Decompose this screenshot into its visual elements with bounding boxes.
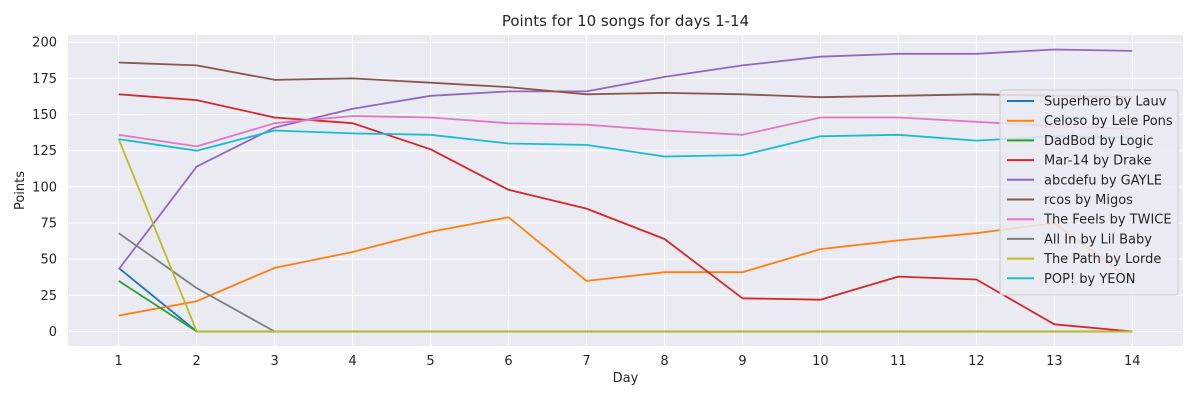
y-tick-label: 50 (40, 253, 57, 268)
y-tick-label: 75 (40, 217, 57, 232)
x-tick-label: 3 (270, 354, 278, 369)
plot-area (68, 35, 1183, 346)
x-tick-label: 2 (193, 354, 201, 369)
x-tick-label: 1 (115, 354, 123, 369)
x-tick-label: 6 (504, 354, 512, 369)
x-tick-label: 10 (812, 354, 829, 369)
y-axis-label: Points (13, 171, 28, 210)
x-tick-label: 5 (426, 354, 434, 369)
x-tick-label: 9 (738, 354, 746, 369)
series-line-1 (118, 216, 1133, 317)
y-tick-label: 25 (40, 289, 57, 304)
series-line-6 (118, 115, 1133, 148)
series-line-8 (117, 138, 1133, 333)
legend-entry: The Feels by TWICE (1043, 213, 1172, 228)
series-line-3 (118, 93, 1133, 333)
y-tick-label: 175 (32, 72, 57, 87)
legend-box (999, 89, 1179, 296)
legend-entry: Celoso by Lele Pons (1044, 114, 1173, 129)
x-axis-label: Day (613, 371, 639, 386)
legend-entry: POP! by YEON (1044, 272, 1135, 287)
series-line-5 (118, 61, 1133, 99)
x-tick-label: 7 (582, 354, 590, 369)
legend-entry: The Path by Lorde (1043, 252, 1161, 267)
x-tick-label: 11 (890, 354, 907, 369)
tick-labels: 1 2 3 4 5 6 7 8 9 10 11 12 13 14025507510012515017520… (32, 36, 1140, 369)
y-tick-label: 200 (32, 36, 57, 51)
legend-entry: Superhero by Lauv (1044, 95, 1167, 110)
y-tick-label: 150 (32, 108, 57, 123)
y-tick-label: 100 (32, 180, 57, 195)
y-tick-label: 0 (49, 325, 57, 340)
legend-entry: DadBod by Logic (1044, 134, 1154, 149)
x-tick-label: 13 (1046, 354, 1063, 369)
series-layer (117, 48, 1133, 333)
chart-title: Points for 10 songs for days 1-14 (502, 12, 749, 30)
x-tick-label: 12 (968, 354, 985, 369)
legend-entry: abcdefu by GAYLE (1044, 173, 1162, 188)
x-tick-label: 4 (348, 354, 356, 369)
legend-entry: All In by Lil Baby (1044, 232, 1152, 247)
legend-entry: Mar-14 by Drake (1044, 154, 1152, 169)
series-line-4 (117, 48, 1133, 270)
y-tick-label: 125 (32, 144, 57, 159)
legend-entry: rcos by Migos (1044, 193, 1133, 208)
x-tick-label: 14 (1124, 354, 1141, 369)
x-tick-label: 8 (660, 354, 668, 369)
legend: Superhero by Lauv Celoso by Lele Pons DadB… (999, 89, 1179, 296)
series-line-9 (118, 129, 1133, 158)
